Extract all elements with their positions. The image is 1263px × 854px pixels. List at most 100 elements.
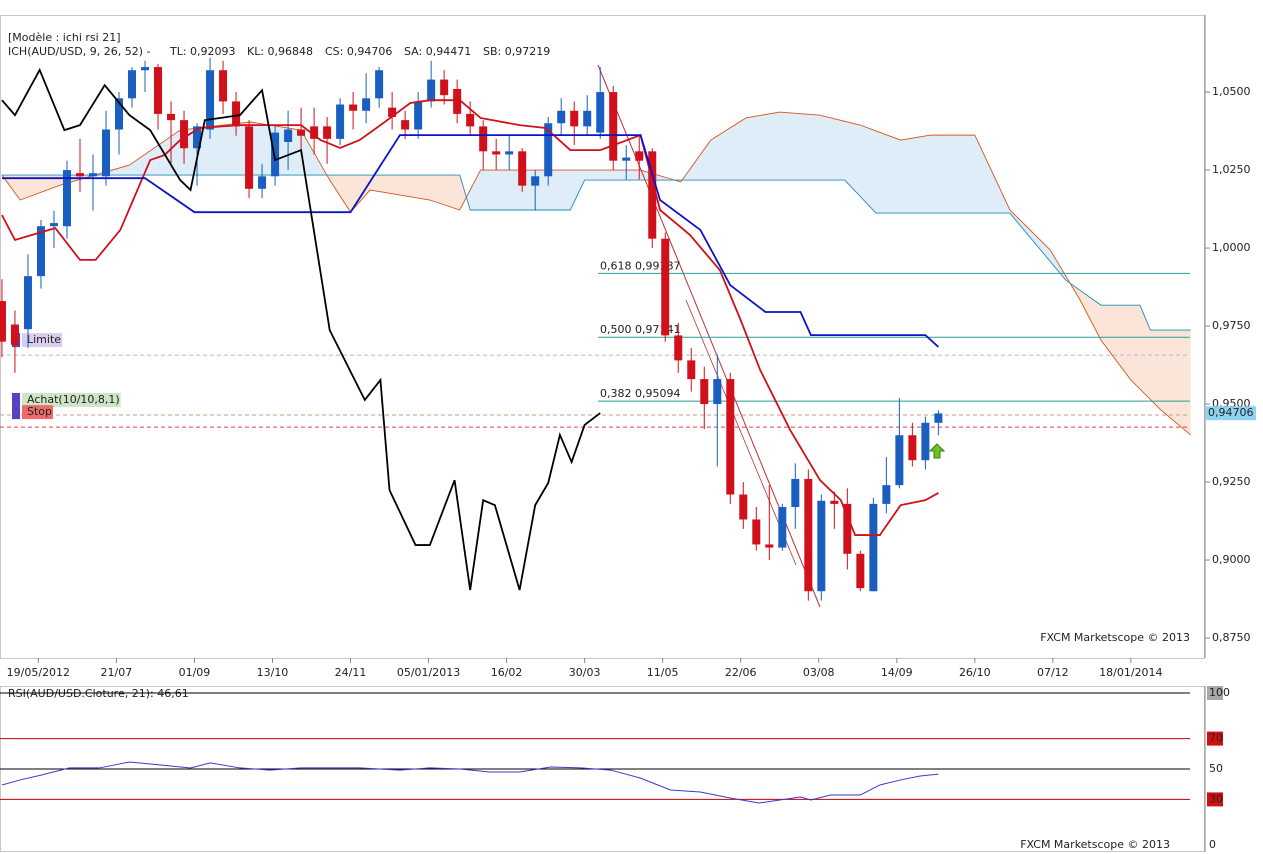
- indicator-line: [1, 67, 601, 591]
- candle-body: [466, 113, 475, 127]
- candle-body: [895, 435, 904, 486]
- y-tick-label: 0,8750: [1212, 631, 1251, 644]
- candle-body: [908, 435, 917, 461]
- model-label: [Modèle : ichi rsi 21]: [8, 31, 121, 44]
- candle-body: [713, 379, 722, 405]
- candle-body: [882, 485, 891, 504]
- x-tick-label: 24/11: [335, 666, 367, 679]
- x-tick-label: 26/10: [959, 666, 991, 679]
- tick-box: [1207, 731, 1223, 746]
- y-tick-label: 0,9250: [1212, 475, 1251, 488]
- candle-body: [804, 478, 813, 592]
- candle-body: [245, 126, 254, 189]
- candle-body: [739, 494, 748, 520]
- candle-body: [557, 110, 566, 124]
- y-tick-label: 0,9000: [1212, 553, 1251, 566]
- candle-body: [101, 129, 110, 177]
- candle-body: [388, 107, 397, 118]
- last-price-box: [1206, 406, 1256, 421]
- x-tick-label: 14/09: [881, 666, 913, 679]
- candle-body: [830, 500, 839, 504]
- candle-body: [635, 151, 644, 161]
- candle-body: [115, 98, 124, 130]
- candle-body: [726, 379, 735, 495]
- candle-body: [570, 110, 579, 127]
- candle-body: [362, 98, 371, 111]
- sb-label: SB: 0,97219: [483, 45, 550, 58]
- candle-body: [440, 79, 449, 96]
- y-tick-label: 70: [1209, 732, 1223, 745]
- x-tick-label: 22/06: [725, 666, 757, 679]
- candle-body: [648, 151, 657, 239]
- candle-body: [375, 70, 384, 99]
- indicator-line: [1, 99, 939, 536]
- candle-body: [141, 67, 150, 71]
- candle-body: [258, 176, 267, 189]
- cs-label: CS: 0,94706: [325, 45, 392, 58]
- candle-body: [49, 223, 58, 227]
- order-label: Stop: [27, 405, 52, 418]
- candle-body: [62, 170, 71, 227]
- candle-body: [518, 151, 527, 186]
- candle-body: [180, 120, 189, 149]
- candle-body: [401, 120, 410, 130]
- candle-body: [752, 519, 761, 545]
- candle-body: [609, 92, 618, 161]
- candle-body: [583, 110, 592, 127]
- candle-body: [167, 113, 176, 121]
- y-tick-label: 0,9750: [1212, 319, 1251, 332]
- candle-body: [544, 123, 553, 177]
- y-tick-label: 1,0500: [1212, 85, 1251, 98]
- order-box: [22, 405, 54, 420]
- candle-body: [687, 360, 696, 380]
- candle-body: [791, 478, 800, 507]
- candle-body: [596, 92, 605, 133]
- tick-box: [1207, 686, 1223, 700]
- x-tick-label: 13/10: [257, 666, 289, 679]
- y-tick-label: 50: [1209, 762, 1223, 775]
- x-tick-label: 16/02: [491, 666, 523, 679]
- candle-body: [505, 151, 514, 155]
- main-layer: 0,618 0,99187 0,500 0,97141 0,382 0,95094 L…: [0, 57, 1190, 601]
- y-tick-label: 1,0000: [1212, 241, 1251, 254]
- x-tick-label: 30/03: [569, 666, 601, 679]
- fibo-label: 0,382 0,95094: [600, 387, 680, 400]
- candle-body: [453, 88, 462, 114]
- candle-body: [856, 553, 865, 589]
- order-box: [22, 392, 121, 407]
- x-tick-label: 21/07: [101, 666, 133, 679]
- candle-body: [23, 276, 32, 330]
- candle-body: [88, 173, 97, 177]
- candle-body: [154, 67, 163, 114]
- candle-body: [622, 157, 631, 161]
- candle-body: [0, 301, 6, 342]
- candle-body: [479, 126, 488, 152]
- watermark: FXCM Marketscope © 2013: [1020, 838, 1170, 851]
- candle-body: [427, 79, 436, 102]
- candle-body: [75, 173, 84, 177]
- candle-body: [10, 324, 19, 345]
- kl-label: KL: 0,96848: [247, 45, 313, 58]
- candle-body: [414, 101, 423, 130]
- fibo-label: 0,500 0,97141: [600, 323, 680, 336]
- trend-line: [685, 299, 797, 566]
- candle-body: [206, 70, 215, 130]
- signal-arrow: [928, 443, 946, 459]
- candle-body: [817, 500, 826, 592]
- x-tick-label: 19/05/2012: [7, 666, 70, 679]
- candle-body: [674, 335, 683, 361]
- rsi-line: [1, 761, 939, 804]
- order-box: [22, 333, 63, 348]
- y-tick-label: 0: [1209, 838, 1216, 851]
- candle-body: [284, 129, 293, 142]
- candle-body: [297, 129, 306, 136]
- candle-body: [219, 70, 228, 102]
- indicator-label: ICH(AUD/USD, 9, 26, 52) -: [8, 45, 151, 58]
- x-tick-label: 05/01/2013: [397, 666, 460, 679]
- candle-body: [349, 104, 358, 111]
- candle-body: [843, 503, 852, 554]
- x-tick-label: 11/05: [647, 666, 679, 679]
- order-marker: [12, 392, 20, 407]
- x-tick-label: 18/01/2014: [1099, 666, 1162, 679]
